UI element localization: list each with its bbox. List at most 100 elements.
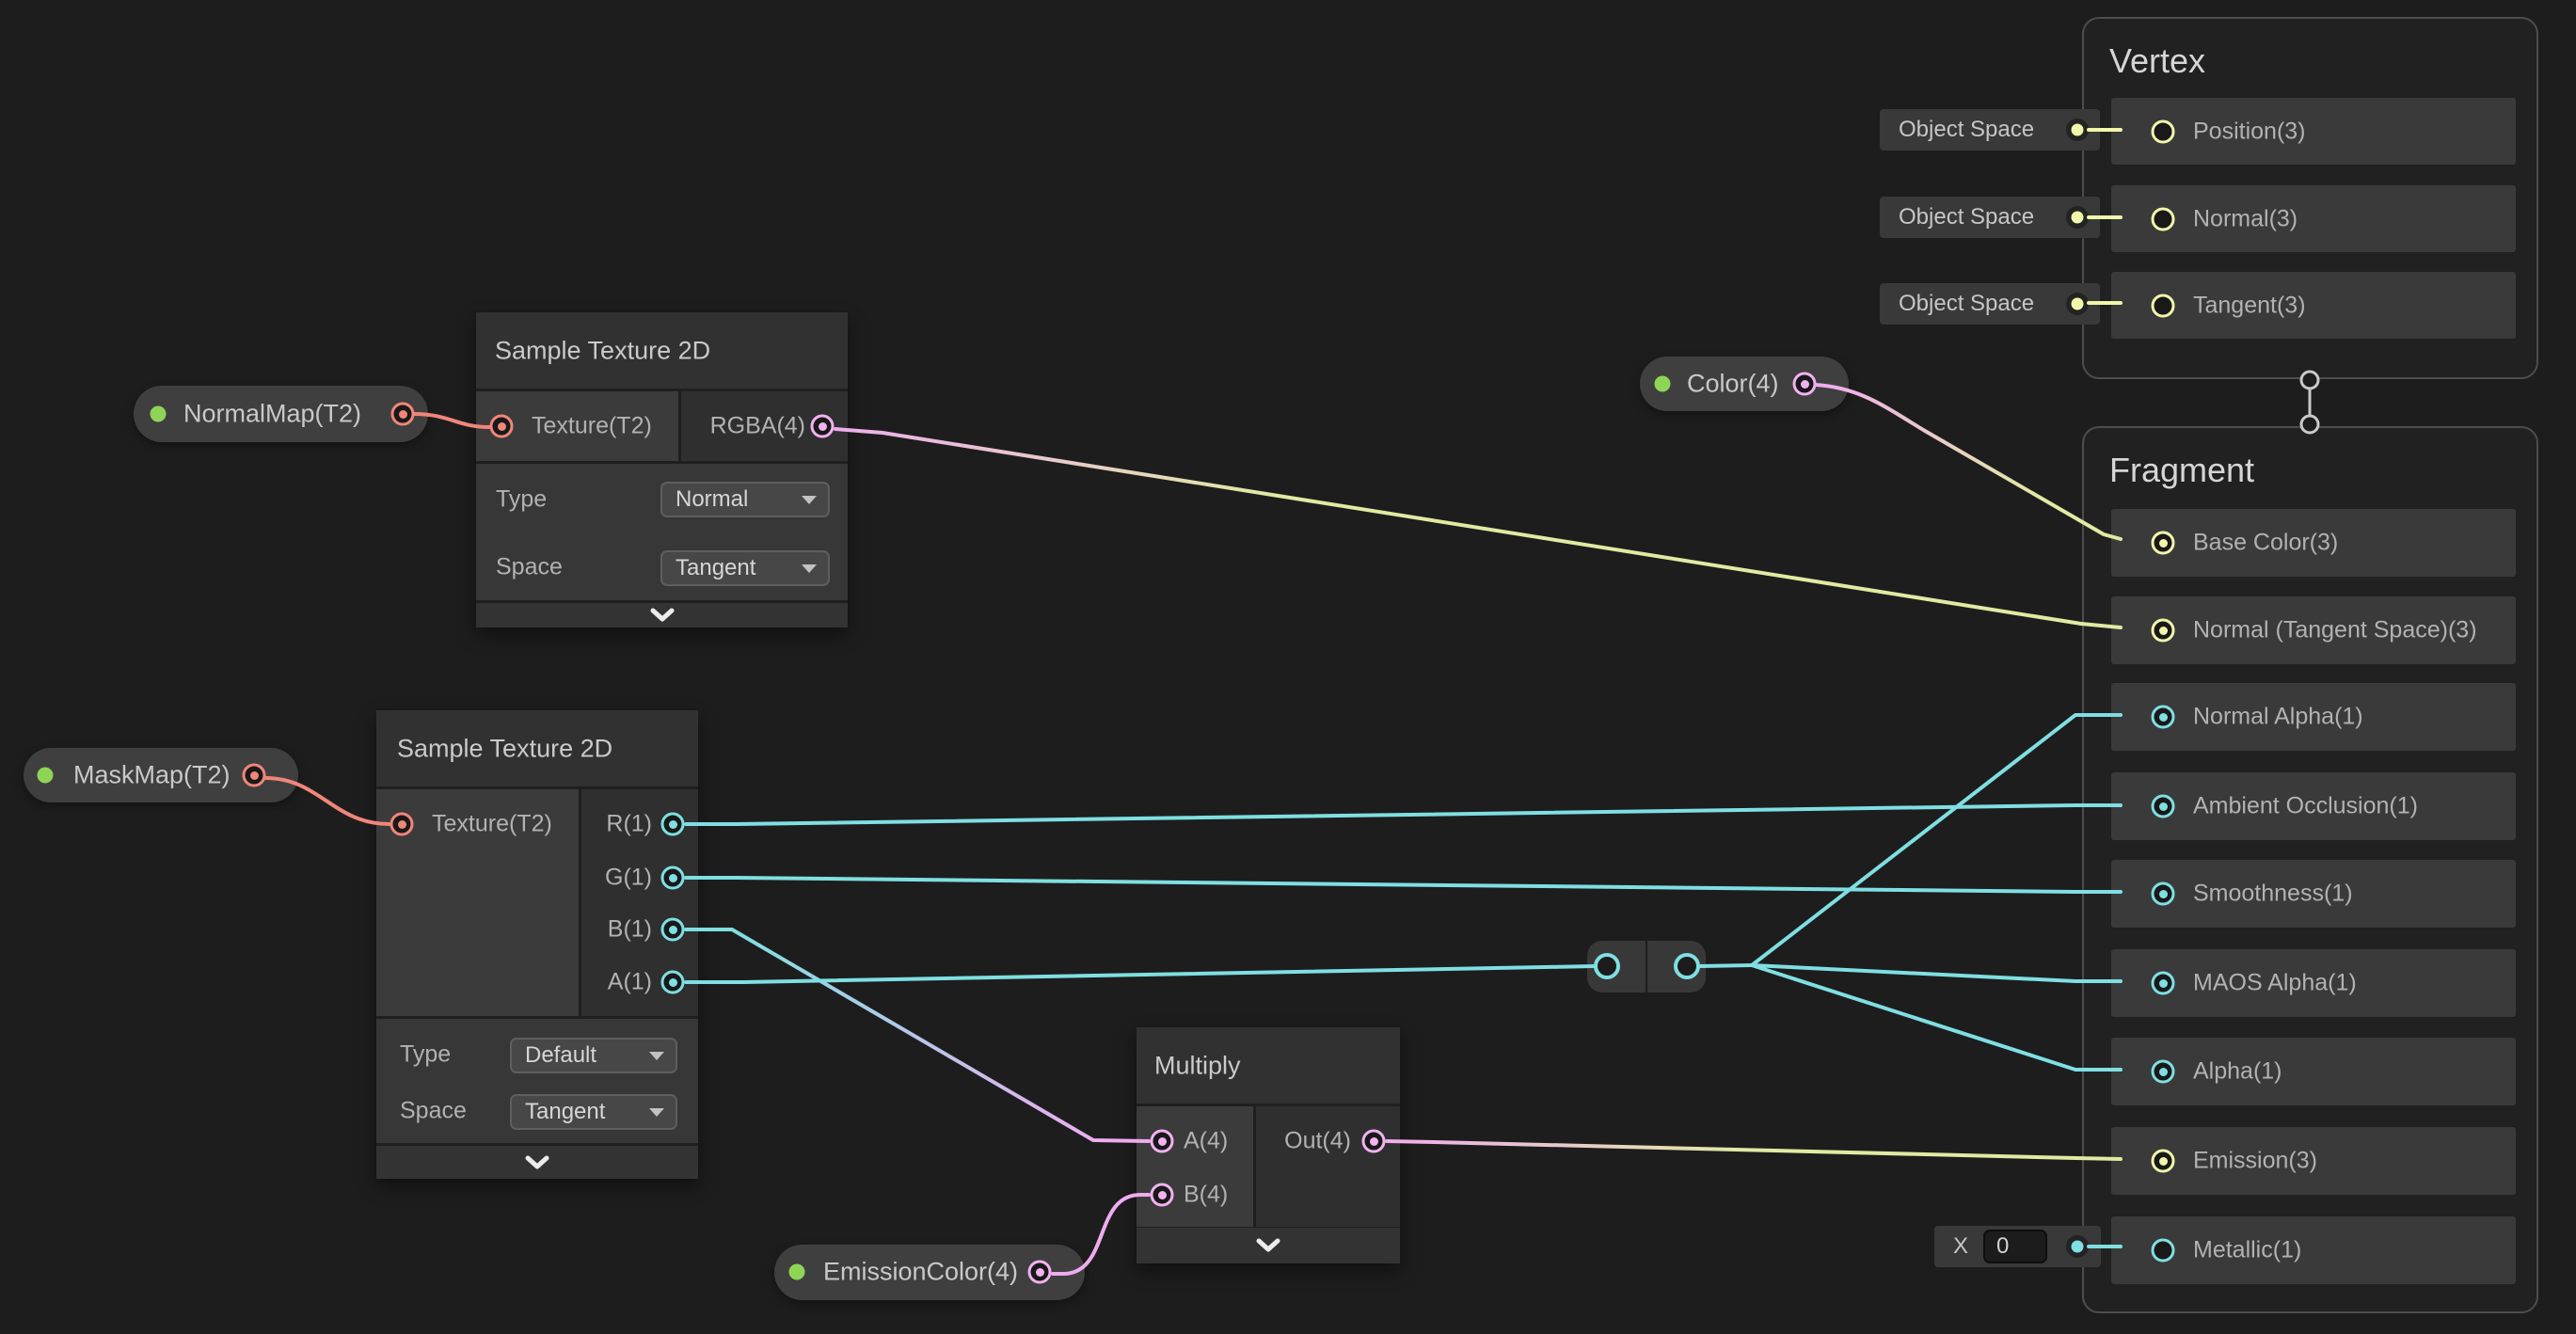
- color-property-pill[interactable]: Color(4): [1640, 357, 1849, 411]
- fragment-row-label: Alpha(1): [2193, 1057, 2282, 1085]
- sample-texture-2d-node-normal[interactable]: Sample Texture 2D Texture(T2) RGBA(4) Ty…: [476, 312, 848, 627]
- vertex-title: Vertex: [2109, 41, 2206, 80]
- maskmap-output-port[interactable]: [242, 763, 266, 787]
- fragment-row-alpha[interactable]: Alpha(1): [2111, 1038, 2516, 1105]
- node-title: Multiply: [1154, 1051, 1241, 1079]
- normal-tangent-port[interactable]: [2151, 618, 2175, 643]
- wire-redirect-stub[interactable]: [1698, 963, 1754, 968]
- wire-maskmap-to-texture[interactable]: [263, 776, 391, 826]
- chevron-down-icon: [1256, 1238, 1280, 1252]
- out-output-port[interactable]: [1361, 1129, 1386, 1153]
- g-output-port[interactable]: [660, 866, 685, 890]
- vertex-row-position[interactable]: Position(3): [2111, 98, 2516, 165]
- fragment-row-maos-alpha[interactable]: MAOS Alpha(1): [2111, 949, 2516, 1017]
- wire-g-to-smoothness[interactable]: [684, 876, 2123, 894]
- maskmap-property-pill[interactable]: MaskMap(T2): [24, 748, 298, 802]
- fragment-row-label: Metallic(1): [2193, 1236, 2302, 1263]
- maos-alpha-port[interactable]: [2151, 971, 2175, 995]
- texture-input-port[interactable]: [489, 414, 514, 438]
- a-output-port[interactable]: [660, 970, 685, 994]
- fragment-row-ambient-occlusion[interactable]: Ambient Occlusion(1): [2111, 772, 2516, 840]
- exposed-property-icon: [788, 1263, 805, 1280]
- pill-label: Color(4): [1687, 369, 1779, 398]
- badge-port-dot[interactable]: [2066, 293, 2089, 315]
- normal-alpha-port[interactable]: [2151, 705, 2175, 729]
- normal-port[interactable]: [2151, 207, 2175, 230]
- wire-a-to-redirect[interactable]: [684, 964, 1596, 984]
- b-output-port[interactable]: [660, 917, 685, 942]
- badge-port-dot[interactable]: [2066, 206, 2089, 229]
- vertex-row-label: Position(3): [2193, 118, 2306, 144]
- normal-space-badge[interactable]: Object Space: [1880, 197, 2100, 238]
- type-label: Type: [400, 1040, 452, 1068]
- collapse-chevron-button[interactable]: [376, 1146, 698, 1179]
- wire-normalmap-to-texture[interactable]: [412, 412, 491, 429]
- rgba-output-port[interactable]: [810, 414, 835, 438]
- fragment-row-base-color[interactable]: Base Color(3): [2111, 509, 2516, 577]
- emission-port[interactable]: [2151, 1149, 2175, 1173]
- wire-redirect-to-alpha[interactable]: [1750, 963, 2123, 1072]
- r-output-port[interactable]: [660, 812, 685, 836]
- fragment-row-normal-alpha[interactable]: Normal Alpha(1): [2111, 683, 2516, 751]
- fragment-row-metallic[interactable]: Metallic(1): [2111, 1216, 2516, 1284]
- dropdown-caret-icon: [802, 496, 817, 504]
- collapse-chevron-button[interactable]: [1137, 1228, 1400, 1263]
- smoothness-port[interactable]: [2151, 881, 2175, 906]
- collapse-chevron-button[interactable]: [476, 603, 848, 627]
- fragment-row-emission[interactable]: Emission(3): [2111, 1127, 2516, 1195]
- position-port[interactable]: [2151, 119, 2175, 143]
- redirect-node-out[interactable]: [1647, 941, 1706, 993]
- metallic-default-badge: X 0: [1934, 1226, 2101, 1267]
- wire-redirect-to-maos-alpha[interactable]: [1750, 963, 2123, 983]
- wire-r-to-ambient-occlusion[interactable]: [684, 803, 2123, 826]
- emissioncolor-property-pill[interactable]: EmissionColor(4): [774, 1245, 1085, 1300]
- b-input-port[interactable]: [1150, 1183, 1174, 1207]
- wire-color-to-base-color[interactable]: [1814, 383, 2123, 541]
- wire-b-to-multiply-a[interactable]: [684, 928, 1151, 1143]
- wire-emissioncolor-to-multiply-b[interactable]: [1051, 1193, 1151, 1276]
- position-space-badge[interactable]: Object Space: [1880, 109, 2100, 151]
- normalmap-property-pill[interactable]: NormalMap(T2): [134, 386, 428, 442]
- space-dropdown[interactable]: Tangent: [510, 1094, 677, 1130]
- space-value: Tangent: [676, 555, 756, 580]
- type-dropdown[interactable]: Default: [510, 1038, 677, 1073]
- fragment-row-normal-tangent[interactable]: Normal (Tangent Space)(3): [2111, 596, 2516, 664]
- metallic-port[interactable]: [2151, 1238, 2175, 1263]
- out-output-label: Out(4): [1284, 1127, 1351, 1154]
- space-dropdown[interactable]: Tangent: [660, 550, 830, 586]
- alpha-port[interactable]: [2151, 1059, 2175, 1084]
- fragment-context-node[interactable]: Fragment Base Color(3) Normal (Tangent S…: [2082, 426, 2538, 1313]
- tangent-port[interactable]: [2151, 294, 2175, 317]
- wire-redirect-to-normal-alpha[interactable]: [1750, 713, 2123, 967]
- wire-rgba-to-normal-ts[interactable]: [834, 427, 2123, 629]
- vertex-context-node[interactable]: Vertex Position(3) Normal(3) Tangent(3): [2082, 17, 2538, 379]
- vertex-row-label: Normal(3): [2193, 205, 2298, 231]
- wire-out-to-emission[interactable]: [1385, 1139, 2123, 1161]
- vertex-row-tangent[interactable]: Tangent(3): [2111, 272, 2516, 339]
- badge-port-dot[interactable]: [2066, 1235, 2089, 1258]
- fragment-row-smoothness[interactable]: Smoothness(1): [2111, 860, 2516, 928]
- fragment-row-label: Emission(3): [2193, 1147, 2317, 1174]
- stack-connector[interactable]: [2299, 370, 2320, 435]
- fragment-row-label: Smoothness(1): [2193, 880, 2353, 907]
- metallic-value-input[interactable]: 0: [1983, 1230, 2047, 1263]
- x-component-label: X: [1953, 1233, 1969, 1259]
- base-color-port[interactable]: [2151, 531, 2175, 555]
- type-dropdown[interactable]: Normal: [660, 482, 830, 517]
- emissioncolor-output-port[interactable]: [1027, 1260, 1052, 1284]
- badge-port-dot[interactable]: [2066, 119, 2089, 141]
- vertex-row-normal[interactable]: Normal(3): [2111, 185, 2516, 252]
- chevron-down-icon: [525, 1155, 549, 1168]
- badge-label: Object Space: [1899, 291, 2035, 316]
- fragment-row-label: Base Color(3): [2193, 529, 2339, 556]
- type-label: Type: [496, 485, 548, 513]
- fragment-row-label: Normal (Tangent Space)(3): [2193, 616, 2477, 643]
- tangent-space-badge[interactable]: Object Space: [1880, 283, 2100, 325]
- sample-texture-2d-node-mask[interactable]: Sample Texture 2D Texture(T2) R(1) G(1) …: [376, 710, 698, 1179]
- multiply-node[interactable]: Multiply A(4) B(4) Out(4): [1137, 1027, 1400, 1263]
- a-input-port[interactable]: [1150, 1129, 1174, 1153]
- ambient-occlusion-port[interactable]: [2151, 794, 2175, 818]
- fragment-row-label: Normal Alpha(1): [2193, 703, 2363, 730]
- pill-label: NormalMap(T2): [183, 399, 362, 428]
